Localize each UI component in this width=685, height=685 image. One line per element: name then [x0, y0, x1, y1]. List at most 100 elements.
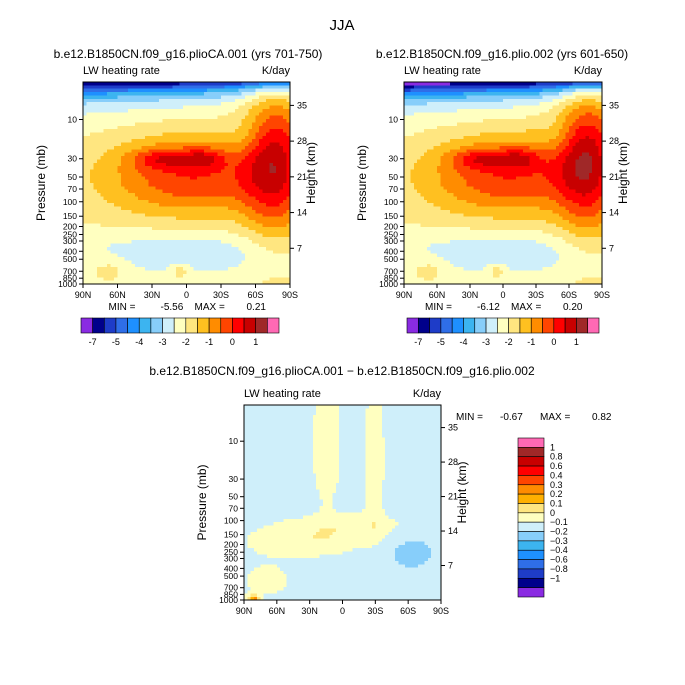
- heatmap-cell: [283, 193, 288, 198]
- heatmap-cell: [83, 105, 88, 110]
- heatmap-cell: [93, 223, 98, 228]
- heatmap-cell: [103, 102, 108, 107]
- heatmap-cell: [189, 189, 194, 194]
- heatmap-cell: [532, 125, 537, 130]
- heatmap-cell: [141, 226, 146, 231]
- heatmap-cell: [569, 129, 573, 134]
- heatmap-cell: [110, 145, 115, 150]
- heatmap-cell: [286, 98, 291, 103]
- heatmap-cell: [433, 122, 438, 127]
- heatmap-cell: [200, 246, 205, 251]
- heatmap-cell: [117, 246, 122, 251]
- heatmap-cell: [516, 125, 521, 130]
- heatmap-cell: [532, 88, 537, 93]
- heatmap-cell: [423, 95, 428, 100]
- heatmap-cell: [283, 183, 288, 187]
- heatmap-cell: [276, 152, 281, 157]
- heatmap-cell: [221, 267, 226, 272]
- heatmap-cell: [89, 179, 94, 184]
- heatmap-cell: [158, 122, 163, 127]
- heatmap-cell: [221, 135, 226, 140]
- heatmap-cell: [423, 129, 428, 134]
- heatmap-cell: [189, 159, 194, 164]
- heatmap-cell: [276, 267, 281, 272]
- heatmap-cell: [526, 119, 530, 123]
- heatmap-cell: [258, 267, 263, 272]
- heatmap-cell: [430, 98, 435, 103]
- heatmap-cell: [83, 159, 88, 164]
- heatmap-cell: [569, 112, 573, 117]
- heatmap-cell: [536, 142, 540, 147]
- heatmap-cell: [176, 223, 181, 228]
- heatmap-cell: [265, 280, 270, 285]
- heatmap-cell: [89, 139, 94, 144]
- heatmap-cell: [186, 82, 191, 86]
- heatmap-cell: [141, 233, 146, 238]
- heatmap-cell: [221, 166, 226, 171]
- heatmap-cell: [559, 92, 563, 97]
- heatmap-cell: [86, 270, 91, 275]
- heatmap-cell: [252, 253, 257, 258]
- heatmap-cell: [227, 142, 232, 147]
- heatmap-cell: [183, 240, 188, 245]
- heatmap-cell: [124, 172, 129, 177]
- heatmap-cell: [585, 98, 590, 103]
- heatmap-cell: [262, 206, 267, 211]
- heatmap-cell: [582, 132, 587, 137]
- heatmap-cell: [549, 135, 554, 140]
- heatmap-cell: [440, 102, 445, 107]
- heatmap-cell: [207, 236, 212, 241]
- heatmap-cell: [103, 267, 108, 272]
- stat-min-value: -5.56: [161, 302, 184, 313]
- heatmap-cell: [262, 246, 267, 251]
- heatmap-cell: [158, 233, 163, 238]
- y-tick-label: 100: [63, 197, 77, 207]
- heatmap-cell: [493, 108, 497, 113]
- heatmap-cell: [221, 263, 226, 268]
- heatmap-cell: [410, 102, 415, 107]
- heatmap-cell: [258, 115, 263, 120]
- heatmap-cell: [227, 115, 232, 120]
- heatmap-cell: [562, 122, 567, 127]
- heatmap-cell: [207, 115, 212, 120]
- heatmap-cell: [141, 162, 146, 167]
- heatmap-cell: [189, 209, 194, 214]
- heatmap-cell: [592, 88, 596, 93]
- heatmap-cell: [162, 142, 167, 147]
- heatmap-cell: [217, 102, 222, 107]
- heatmap-cell: [231, 277, 236, 282]
- heatmap-cell: [158, 260, 163, 265]
- heatmap-cell: [473, 152, 478, 157]
- heatmap-cell: [138, 220, 143, 224]
- heatmap-cell: [221, 102, 226, 107]
- heatmap-cell: [248, 95, 253, 100]
- heatmap-cell: [542, 145, 547, 150]
- heatmap-cell: [516, 112, 521, 117]
- heatmap-cell: [103, 139, 108, 144]
- colorbar-swatch: [208, 317, 222, 334]
- heatmap-cell: [100, 246, 105, 251]
- heatmap-cell: [283, 176, 288, 181]
- heatmap-cell: [120, 122, 125, 127]
- heatmap-cell: [262, 152, 267, 157]
- heatmap-cell: [217, 176, 222, 181]
- heatmap-cell: [231, 193, 236, 198]
- heatmap-cell: [248, 253, 253, 258]
- panel-title: b.e12.B1850CN.f09_g16.plio.002 (yrs 601-…: [376, 47, 628, 61]
- heatmap-cell: [476, 92, 481, 97]
- heatmap-cell: [509, 142, 514, 147]
- heatmap-cell: [224, 156, 229, 161]
- heatmap-cell: [509, 98, 514, 103]
- heatmap-cell: [176, 206, 181, 211]
- heatmap-cell: [559, 85, 563, 90]
- heatmap-cell: [592, 98, 596, 103]
- heatmap-cell: [120, 105, 125, 110]
- heatmap-cell: [572, 88, 577, 93]
- heatmap-cell: [265, 108, 270, 113]
- heatmap-cell: [423, 125, 428, 130]
- heatmap-cell: [496, 135, 501, 140]
- heatmap-cell: [176, 236, 181, 241]
- heatmap-cell: [83, 186, 88, 191]
- heatmap-cell: [221, 108, 226, 113]
- heatmap-cell: [214, 213, 219, 218]
